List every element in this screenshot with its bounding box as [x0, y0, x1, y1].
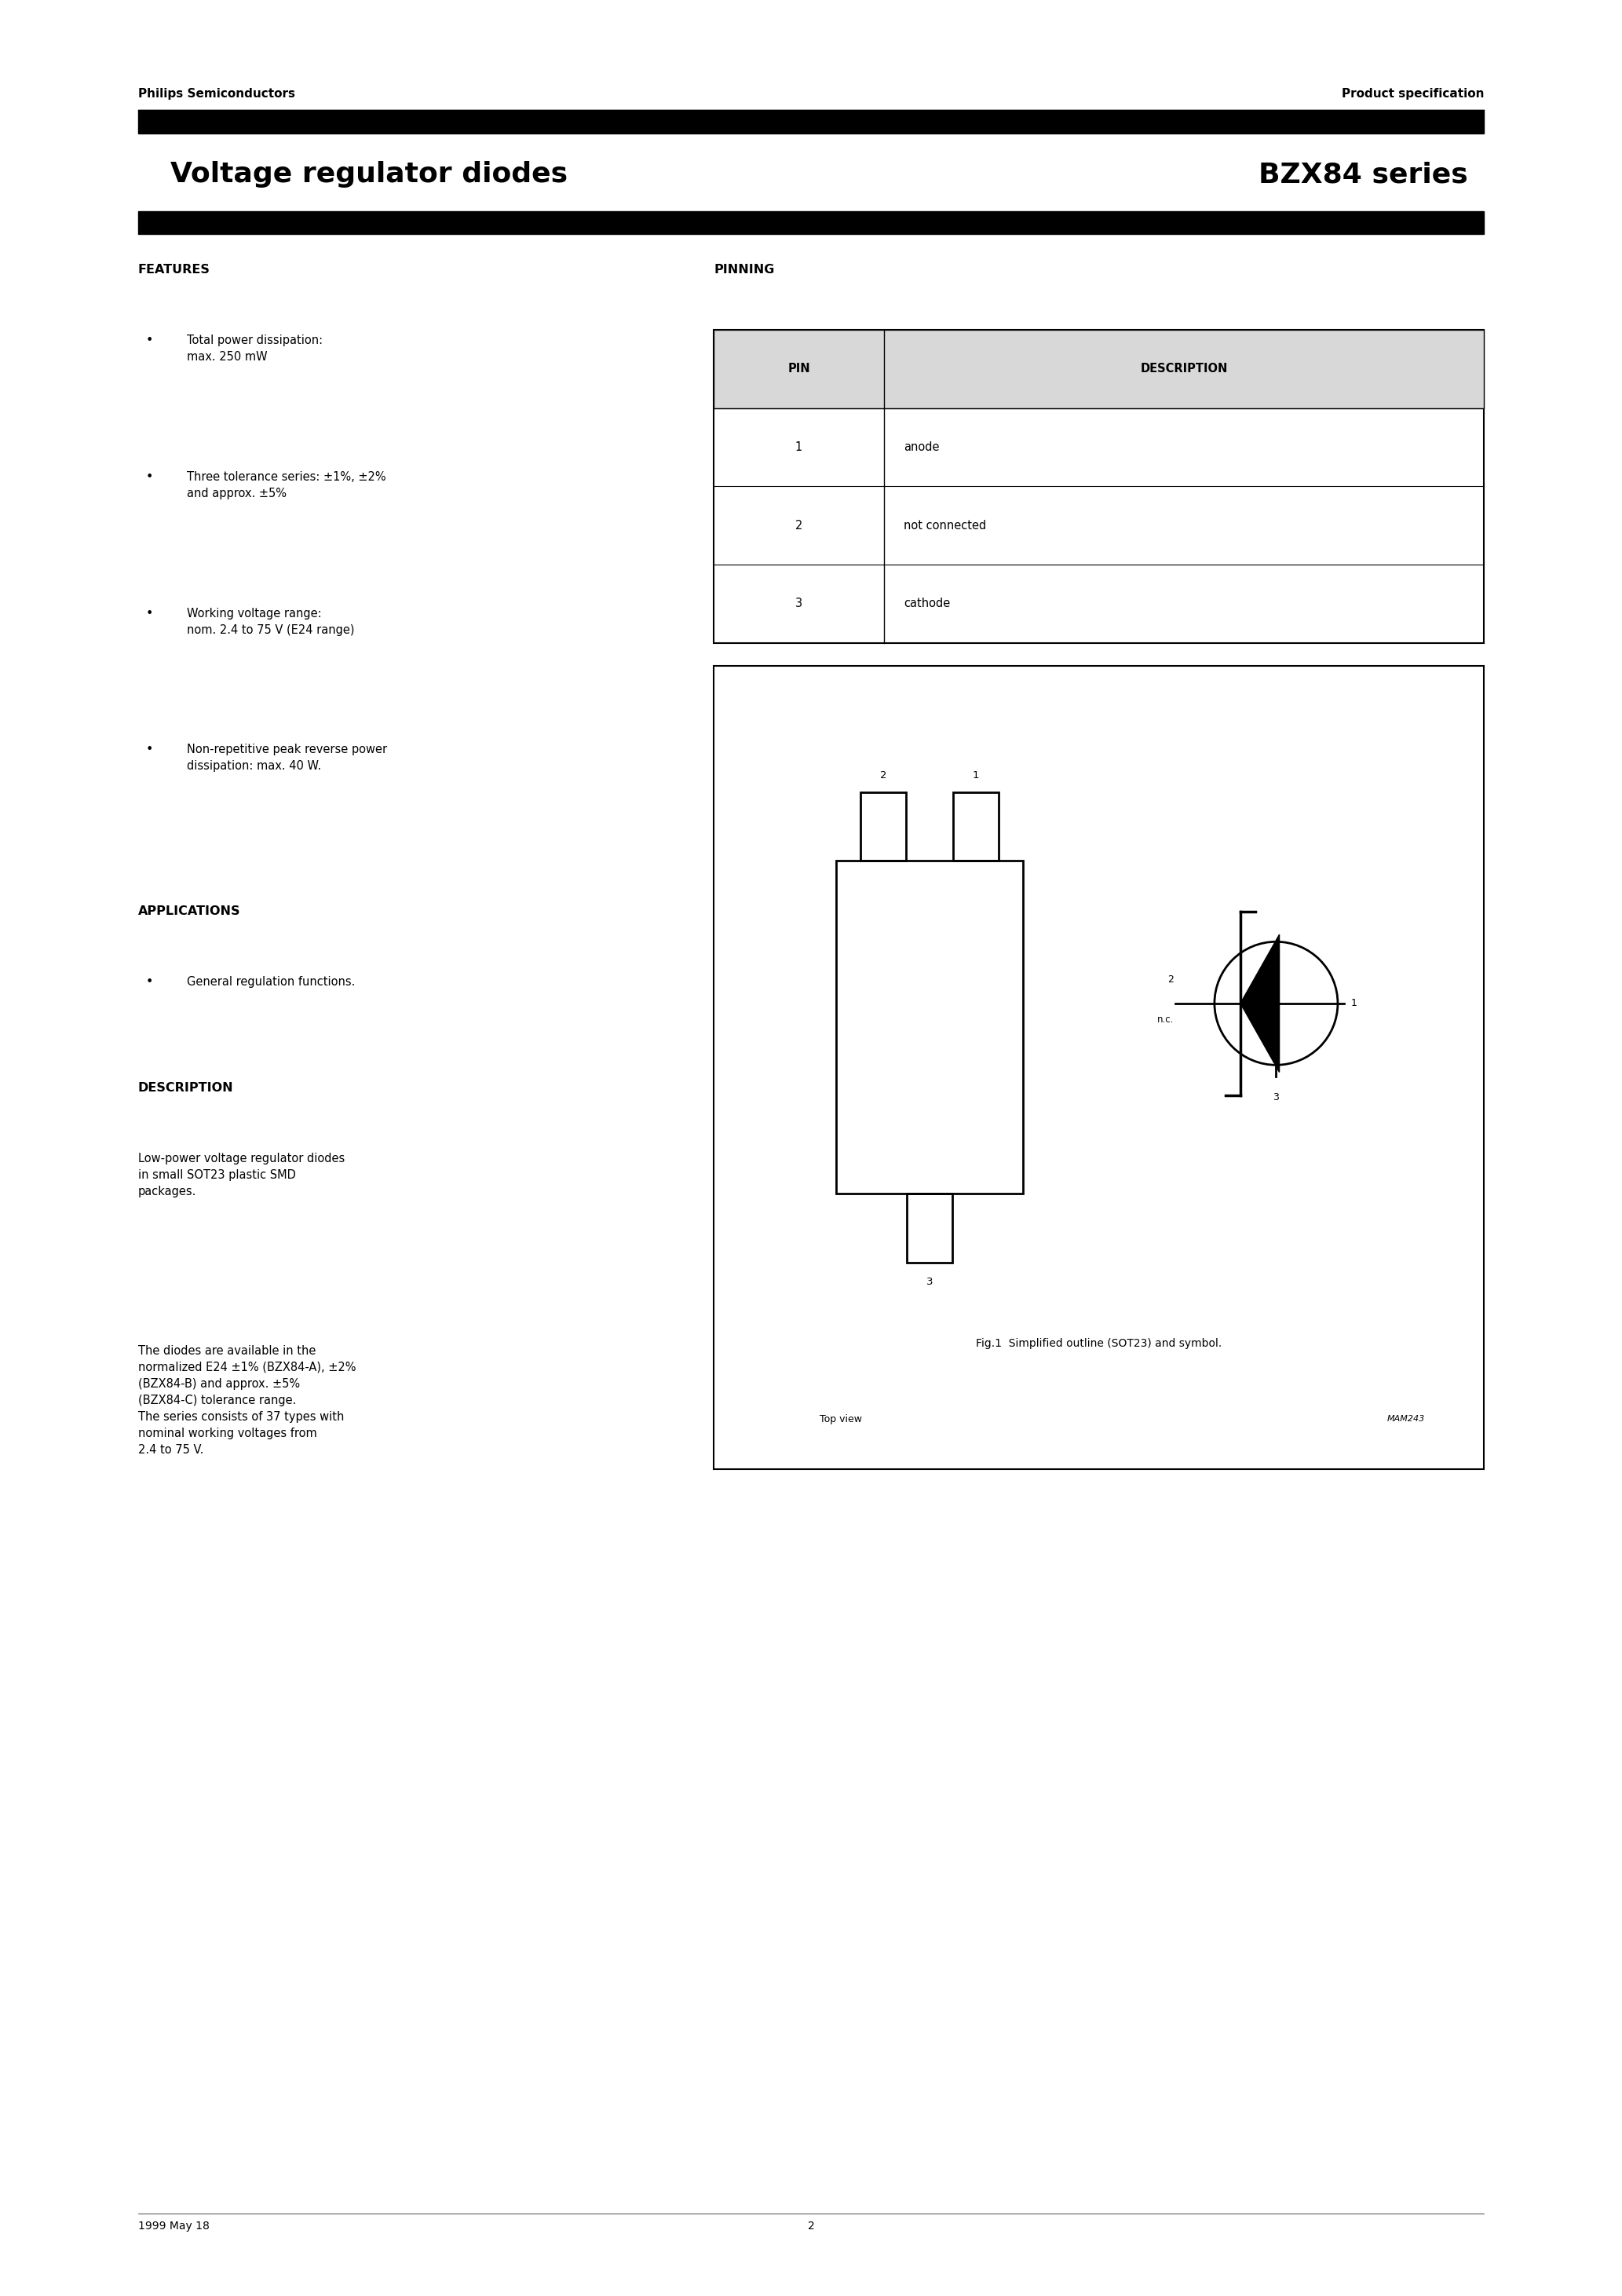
Text: anode: anode — [903, 441, 939, 452]
Text: Working voltage range:
nom. 2.4 to 75 V (E24 range): Working voltage range: nom. 2.4 to 75 V … — [187, 608, 354, 636]
Bar — [837, 861, 1023, 1194]
Text: 1: 1 — [795, 441, 803, 452]
Bar — [714, 331, 1484, 409]
Text: Top view: Top view — [821, 1414, 863, 1424]
Bar — [714, 666, 1484, 1469]
Text: 2: 2 — [879, 771, 887, 781]
Polygon shape — [1241, 934, 1280, 1072]
Text: •: • — [146, 608, 154, 620]
Text: cathode: cathode — [903, 597, 950, 611]
Bar — [954, 792, 999, 861]
Text: General regulation functions.: General regulation functions. — [187, 976, 355, 987]
Text: PIN: PIN — [788, 363, 809, 374]
Text: 2: 2 — [795, 519, 803, 530]
Text: 1999 May 18: 1999 May 18 — [138, 2220, 209, 2232]
Bar — [714, 331, 1484, 643]
Text: Three tolerance series: ±1%, ±2%
and approx. ±5%: Three tolerance series: ±1%, ±2% and app… — [187, 471, 386, 501]
Text: 1: 1 — [972, 771, 980, 781]
Text: Philips Semiconductors: Philips Semiconductors — [138, 87, 295, 101]
Bar — [907, 1194, 952, 1263]
Text: BZX84 series: BZX84 series — [1259, 161, 1468, 188]
Text: 3: 3 — [926, 1277, 933, 1286]
Text: The diodes are available in the
normalized E24 ±1% (BZX84-A), ±2%
(BZX84-B) and : The diodes are available in the normaliz… — [138, 1345, 355, 1456]
Text: •: • — [146, 744, 154, 755]
Text: •: • — [146, 335, 154, 347]
Bar — [861, 792, 907, 861]
Text: n.c.: n.c. — [1156, 1015, 1174, 1024]
Text: 2: 2 — [1168, 976, 1174, 985]
Text: 3: 3 — [795, 597, 803, 611]
Text: •: • — [146, 976, 154, 987]
Text: DESCRIPTION: DESCRIPTION — [1140, 363, 1228, 374]
Text: Non-repetitive peak reverse power
dissipation: max. 40 W.: Non-repetitive peak reverse power dissip… — [187, 744, 386, 771]
Bar — [138, 211, 1484, 234]
Text: Total power dissipation:
max. 250 mW: Total power dissipation: max. 250 mW — [187, 335, 323, 363]
Bar — [138, 110, 1484, 133]
Text: APPLICATIONS: APPLICATIONS — [138, 905, 240, 918]
Text: 3: 3 — [1273, 1093, 1280, 1102]
Text: PINNING: PINNING — [714, 264, 774, 276]
Text: FEATURES: FEATURES — [138, 264, 209, 276]
Text: 2: 2 — [808, 2220, 814, 2232]
Text: Voltage regulator diodes: Voltage regulator diodes — [170, 161, 568, 188]
Text: Fig.1  Simplified outline (SOT23) and symbol.: Fig.1 Simplified outline (SOT23) and sym… — [976, 1339, 1221, 1348]
Text: not connected: not connected — [903, 519, 986, 530]
Text: Low-power voltage regulator diodes
in small SOT23 plastic SMD
packages.: Low-power voltage regulator diodes in sm… — [138, 1153, 344, 1199]
Text: •: • — [146, 471, 154, 482]
Text: DESCRIPTION: DESCRIPTION — [138, 1081, 234, 1095]
Text: Product specification: Product specification — [1341, 87, 1484, 101]
Text: 1: 1 — [1351, 999, 1358, 1008]
Text: MAM243: MAM243 — [1387, 1414, 1424, 1424]
